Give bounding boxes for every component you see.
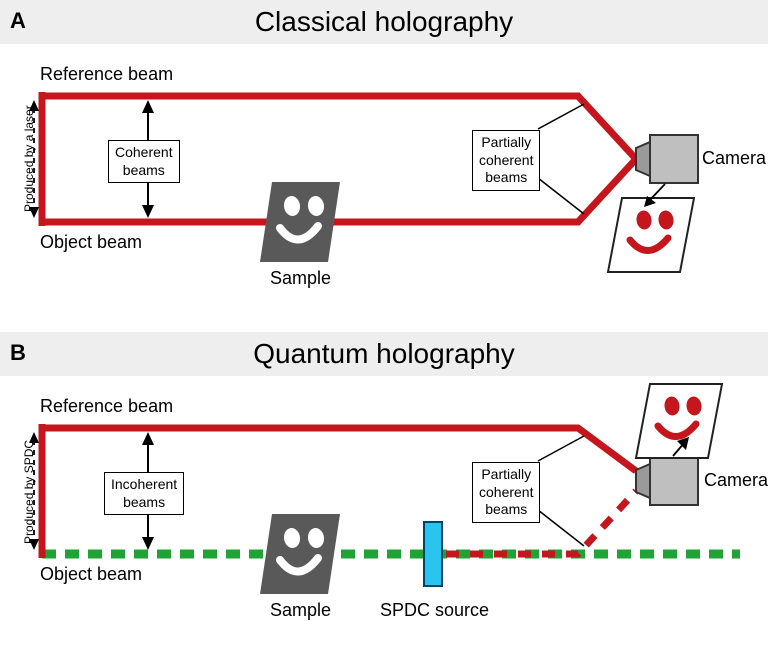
sample-b [260,514,340,594]
camera-label-b: Camera [704,470,768,491]
spdc-label-b: SPDC source [380,600,489,621]
spdc-source [424,522,442,586]
camera-b [636,457,698,505]
incoherent-box-b: Incoherent beams [104,472,184,515]
partial-leaders-b [538,436,584,546]
partial-box-b: Partially coherent beams [472,462,540,523]
ref-beam-b [42,428,636,471]
sample-label-b: Sample [270,600,331,621]
produced-arrow-b [29,432,39,550]
incoherent-box-text-b: Incoherent beams [111,476,177,510]
partial-box-text-b: Partially coherent beams [479,466,533,517]
panel-b-svg [0,0,768,652]
hologram-b [636,384,722,458]
figure-root: A Classical holography Reference beam Ob… [0,0,768,652]
